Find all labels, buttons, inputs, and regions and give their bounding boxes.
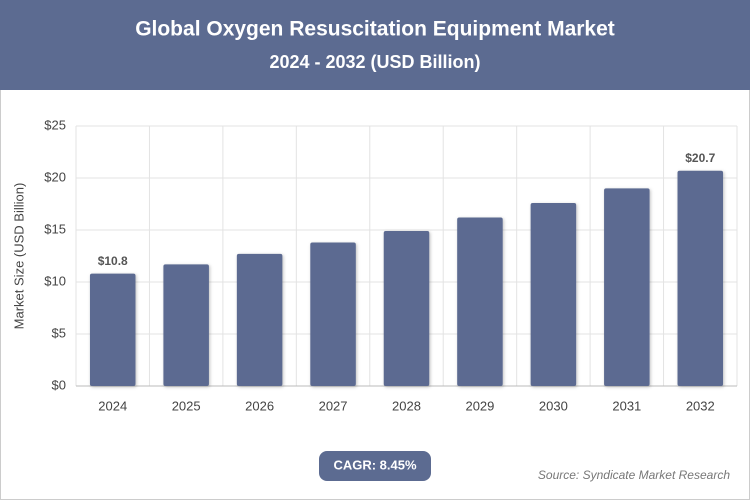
x-tick-label: 2031: [612, 398, 641, 413]
bar: [310, 242, 356, 386]
x-tick-label: 2026: [245, 398, 274, 413]
y-tick-label: $10: [44, 273, 66, 288]
source: Source: Syndicate Market Research: [538, 468, 730, 482]
y-tick-label: $0: [52, 377, 66, 392]
x-tick-label: 2027: [319, 398, 348, 413]
bar: [236, 253, 283, 386]
bar: [89, 273, 136, 386]
y-tick-label: $5: [52, 325, 66, 340]
bar: [457, 217, 503, 386]
value-label: $20.7: [685, 151, 715, 165]
chart-title: Global Oxygen Resuscitation Equipment Ma…: [135, 18, 615, 41]
cagr-text: CAGR: 8.45%: [333, 457, 417, 472]
bar: [677, 170, 724, 386]
x-tick-label: 2024: [98, 398, 127, 413]
y-tick-label: $25: [44, 117, 66, 132]
bar: [604, 188, 650, 386]
x-tick-label: 2025: [172, 398, 201, 413]
value-label: $10.8: [98, 254, 128, 268]
cagr-badge: [319, 451, 431, 481]
x-tick-label: 2030: [539, 398, 568, 413]
y-tick-label: $20: [44, 169, 66, 184]
x-tick-label: 2028: [392, 398, 421, 413]
bar: [383, 231, 430, 386]
y-axis-label: Market Size (USD Billion): [11, 183, 26, 330]
bar: [530, 202, 577, 386]
x-tick-label: 2032: [686, 398, 715, 413]
x-tick-label: 2029: [465, 398, 494, 413]
chart-subtitle: 2024 - 2032 (USD Billion): [269, 52, 480, 72]
header: [0, 0, 750, 90]
y-tick-label: $15: [44, 221, 66, 236]
bar: [163, 264, 209, 386]
